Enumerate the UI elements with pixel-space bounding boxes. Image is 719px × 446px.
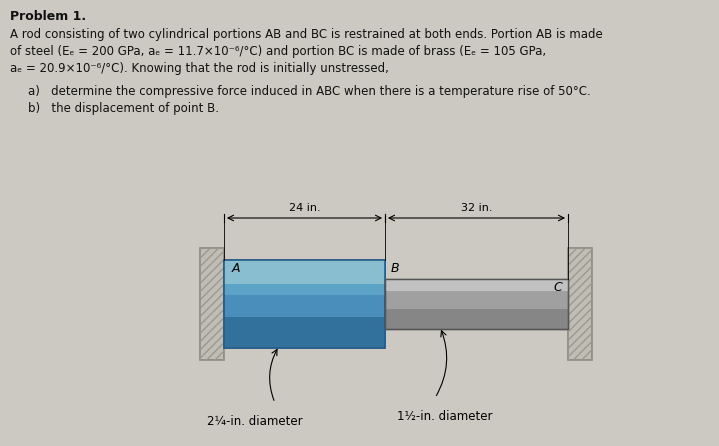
Text: a)   determine the compressive force induced in ABC when there is a temperature : a) determine the compressive force induc… — [28, 85, 591, 98]
Bar — [224, 317, 385, 347]
Text: 1½-in. diameter: 1½-in. diameter — [398, 410, 493, 423]
Bar — [568, 248, 592, 360]
Bar — [224, 284, 385, 295]
Bar — [224, 260, 385, 348]
Bar — [385, 309, 568, 329]
Bar — [200, 248, 224, 360]
Bar — [568, 248, 592, 360]
Text: of steel (Eₑ = 200 GPa, aₑ = 11.7×10⁻⁶/°C) and portion BC is made of brass (Eₑ =: of steel (Eₑ = 200 GPa, aₑ = 11.7×10⁻⁶/°… — [10, 45, 546, 58]
Text: 24 in.: 24 in. — [289, 203, 320, 213]
Text: C: C — [553, 281, 562, 294]
Text: 2¼-in. diameter: 2¼-in. diameter — [207, 415, 303, 428]
Text: A: A — [232, 262, 240, 275]
Text: b)   the displacement of point B.: b) the displacement of point B. — [28, 102, 219, 115]
Text: Problem 1.: Problem 1. — [10, 10, 86, 23]
Bar — [385, 279, 568, 291]
Text: 32 in.: 32 in. — [461, 203, 493, 213]
Bar — [385, 279, 568, 329]
Text: A rod consisting of two cylindrical portions AB and BC is restrained at both end: A rod consisting of two cylindrical port… — [10, 28, 603, 41]
Bar — [224, 260, 385, 284]
Bar — [385, 279, 568, 329]
Text: B: B — [391, 262, 400, 275]
Bar — [224, 260, 385, 348]
Text: aₑ = 20.9×10⁻⁶/°C). Knowing that the rod is initially unstressed,: aₑ = 20.9×10⁻⁶/°C). Knowing that the rod… — [10, 62, 389, 75]
Bar — [200, 248, 224, 360]
